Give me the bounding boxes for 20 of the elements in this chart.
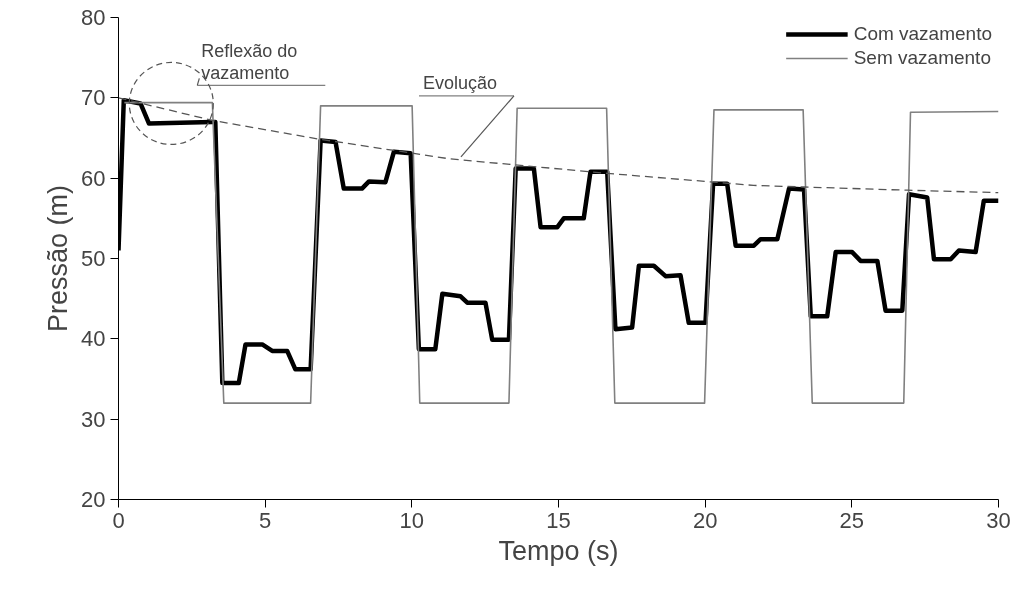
y-tick-label: 40 xyxy=(81,326,106,352)
y-tick-label: 60 xyxy=(81,165,106,191)
x-axis-title: Tempo (s) xyxy=(498,535,619,566)
y-tick-label: 50 xyxy=(81,246,106,271)
annotation: Reflexão do vazamento xyxy=(201,41,298,84)
text: Evolução xyxy=(422,72,498,93)
x-tick-label: 25 xyxy=(839,507,865,533)
y-axis-title: Pressão (m) xyxy=(43,184,74,333)
x-tick-label: 10 xyxy=(399,507,425,533)
legend-label: Com vazamento xyxy=(853,23,992,45)
y-tick-label: 20 xyxy=(81,487,106,512)
x-tick-label: 5 xyxy=(259,507,272,533)
x-tick-label: 20 xyxy=(692,507,718,533)
x-tick-label: 0 xyxy=(112,507,125,533)
y-tick-label: 30 xyxy=(81,406,106,432)
x-tick-label: 15 xyxy=(546,507,571,533)
y-tick-label: 80 xyxy=(81,5,106,30)
x-tick-label: 30 xyxy=(986,507,1011,533)
y-tick-label: 70 xyxy=(81,85,106,111)
legend-label: Sem vazamento xyxy=(853,47,991,69)
